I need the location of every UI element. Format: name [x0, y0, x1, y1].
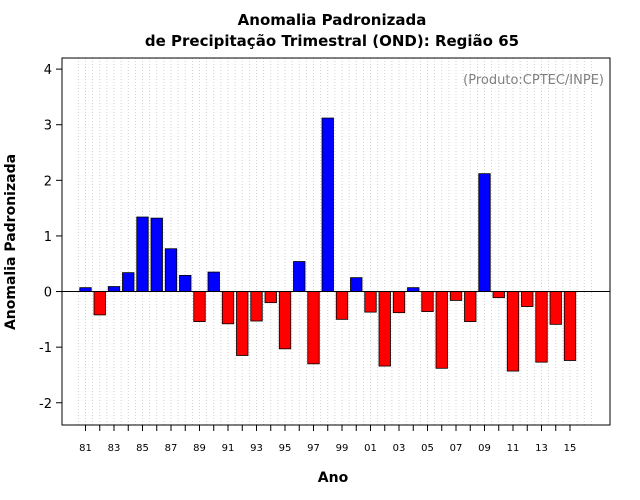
bar-1987: [164, 248, 178, 292]
plot-frame: [61, 57, 611, 426]
bar-2003: [392, 291, 406, 314]
x-tick-label: 15: [564, 443, 577, 454]
chart-title-line2: de Precipitação Trimestral (OND): Região…: [145, 32, 519, 50]
bar-1990: [207, 271, 220, 292]
bar-1984: [122, 272, 135, 292]
x-tick-label: 13: [535, 443, 548, 454]
bar-1993: [250, 291, 263, 322]
bar-1988: [179, 275, 192, 292]
chart-title-line1: Anomalia Padronizada: [238, 11, 427, 29]
bar-2012: [521, 291, 534, 307]
bars: [79, 117, 577, 372]
bar-1992: [236, 291, 249, 356]
bar-2006: [435, 291, 448, 369]
x-tick-label: 03: [393, 443, 406, 454]
x-tick-label: 85: [136, 443, 149, 454]
bar-1989: [193, 291, 206, 322]
bar-2015: [563, 291, 577, 361]
y-tick-label: 0: [44, 286, 52, 301]
y-axis-label: Anomalia Padronizada: [3, 154, 19, 330]
bar-2014: [549, 291, 562, 325]
bar-2013: [535, 291, 548, 363]
x-tick-label: 09: [478, 443, 491, 454]
x-tick-label: 05: [421, 443, 434, 454]
x-tick-label: 89: [193, 443, 206, 454]
bar-1986: [150, 217, 163, 292]
x-tick-label: 87: [165, 443, 178, 454]
grid-lines: [77, 58, 592, 425]
bar-1999: [335, 291, 349, 320]
x-axis: 81 83 85 87 89 91 93 95 97 99 01 03 05 07 09 11 13 15: [79, 425, 576, 454]
bar-2007: [449, 291, 463, 301]
bar-2008: [464, 291, 477, 322]
y-tick-label: -1: [39, 341, 52, 356]
x-tick-label: 93: [250, 443, 263, 454]
source-note: (Produto:CPTEC/INPE): [463, 73, 604, 88]
x-tick-label: 99: [336, 443, 349, 454]
bar-2000: [350, 277, 363, 292]
bar-2005: [421, 291, 434, 312]
y-tick-label: 2: [44, 174, 52, 189]
y-tick-label: 4: [44, 63, 52, 78]
bar-1995: [278, 291, 292, 350]
x-tick-label: 81: [79, 443, 92, 454]
bar-2002: [378, 291, 391, 367]
y-tick-label: 3: [44, 119, 52, 134]
x-tick-label: 01: [364, 443, 377, 454]
y-tick-label: -2: [39, 397, 52, 412]
y-tick-label: 1: [44, 230, 52, 245]
bar-1996: [293, 261, 306, 292]
bar-1998: [321, 117, 334, 292]
bar-1985: [136, 216, 149, 292]
x-tick-label: 11: [507, 443, 520, 454]
bar-2001: [364, 291, 377, 313]
x-tick-label: 91: [222, 443, 235, 454]
x-tick-label: 95: [279, 443, 292, 454]
bar-2011: [506, 291, 520, 372]
x-tick-label: 83: [108, 443, 121, 454]
x-tick-label: 97: [307, 443, 320, 454]
bar-1983: [107, 286, 121, 292]
x-axis-label: Ano: [318, 470, 349, 486]
bar-1982: [93, 291, 106, 316]
bar-1981: [79, 287, 92, 292]
bar-1991: [221, 291, 235, 325]
x-tick-label: 07: [450, 443, 463, 454]
bar-2004: [407, 287, 420, 292]
bar-1997: [307, 291, 320, 365]
bar-2009: [478, 173, 491, 292]
y-axis: -2 -1 0 1 2 3 4: [39, 63, 62, 412]
bar-1994: [264, 291, 277, 304]
bar-2010: [492, 291, 505, 299]
